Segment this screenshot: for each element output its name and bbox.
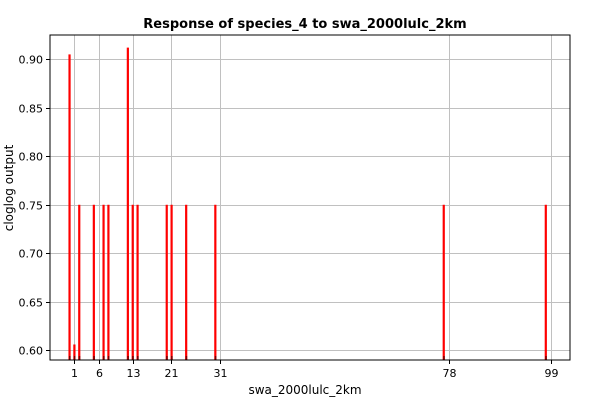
bar bbox=[102, 204, 105, 360]
x-tick-label: 21 bbox=[165, 367, 179, 380]
bar-base bbox=[132, 356, 134, 360]
plot-frame bbox=[49, 34, 571, 361]
chart-title: Response of species_4 to swa_2000lulc_2k… bbox=[143, 17, 466, 32]
bar bbox=[107, 204, 110, 360]
bar-base bbox=[107, 356, 110, 360]
y-tick-label: 0.70 bbox=[19, 248, 44, 261]
y-tick-label: 0.90 bbox=[19, 54, 44, 67]
bar-base bbox=[102, 356, 105, 360]
y-tick-label: 0.65 bbox=[19, 297, 44, 310]
bar bbox=[442, 204, 445, 360]
y-tick-label: 0.60 bbox=[19, 345, 44, 358]
y-tick-label: 0.85 bbox=[19, 103, 44, 116]
bar bbox=[92, 204, 95, 360]
bar-base bbox=[93, 356, 95, 360]
bar bbox=[185, 204, 188, 360]
bar bbox=[126, 47, 129, 360]
bar-base bbox=[443, 356, 445, 360]
bar-base bbox=[68, 356, 71, 360]
bar-base bbox=[73, 356, 76, 360]
x-tick-label: 6 bbox=[96, 367, 103, 380]
bar-base bbox=[545, 356, 547, 360]
bar-base bbox=[78, 356, 81, 360]
bar bbox=[78, 204, 81, 360]
y-tick-label: 0.80 bbox=[19, 151, 44, 164]
bar-base bbox=[214, 356, 217, 360]
bar bbox=[544, 204, 547, 360]
bar bbox=[136, 204, 139, 360]
x-tick-label: 1 bbox=[71, 367, 78, 380]
y-axis-ticks: 0.60 0.65 0.70 0.75 0.80 0.85 0.90 bbox=[19, 54, 50, 358]
bar bbox=[170, 204, 173, 360]
bar-base bbox=[166, 356, 168, 360]
x-tick-label: 13 bbox=[127, 367, 141, 380]
bar bbox=[131, 204, 134, 360]
grid-lines bbox=[50, 35, 570, 360]
x-tick-label: 31 bbox=[214, 367, 228, 380]
y-tick-label: 0.75 bbox=[19, 200, 44, 213]
bar bbox=[214, 204, 217, 360]
bar bbox=[73, 344, 76, 360]
bar-base bbox=[127, 356, 129, 360]
bar-base bbox=[185, 356, 188, 360]
bar-base bbox=[170, 356, 173, 360]
x-tick-label: 99 bbox=[545, 367, 559, 380]
bar bbox=[68, 54, 71, 360]
x-tick-label: 78 bbox=[443, 367, 457, 380]
x-axis-ticks: 1 6 13 21 31 78 99 bbox=[71, 360, 559, 380]
y-axis-label: cloglog output bbox=[2, 144, 16, 231]
x-axis-label: swa_2000lulc_2km bbox=[248, 383, 361, 397]
bar-series bbox=[68, 47, 547, 360]
bar-base bbox=[136, 356, 139, 360]
bar bbox=[165, 204, 168, 360]
